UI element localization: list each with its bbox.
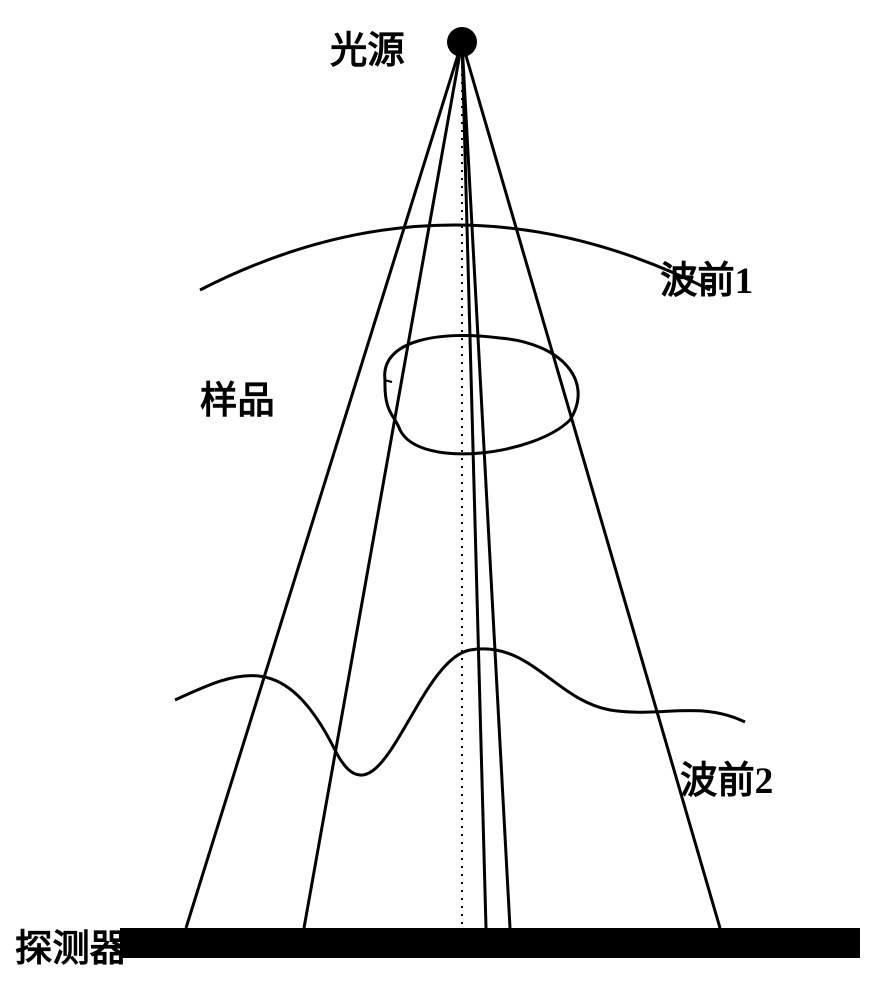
wavefront-2 xyxy=(175,649,745,775)
label-sample: 样品 xyxy=(200,370,275,424)
light-source-dot xyxy=(447,27,477,57)
label-light-source: 光源 xyxy=(330,20,405,74)
detector-bar xyxy=(120,928,860,958)
diagram-svg xyxy=(0,0,882,1000)
ray-line xyxy=(462,42,510,928)
ray-line xyxy=(304,42,462,928)
diagram-canvas: 光源 波前1 样品 波前2 探测器 xyxy=(0,0,882,1000)
wavefront-1 xyxy=(200,225,710,290)
ray-line xyxy=(462,42,486,928)
rays-group xyxy=(186,42,720,928)
label-wavefront-2: 波前2 xyxy=(680,750,773,804)
label-wavefront-1: 波前1 xyxy=(660,250,753,304)
label-detector: 探测器 xyxy=(15,918,127,972)
ray-line xyxy=(186,42,462,928)
